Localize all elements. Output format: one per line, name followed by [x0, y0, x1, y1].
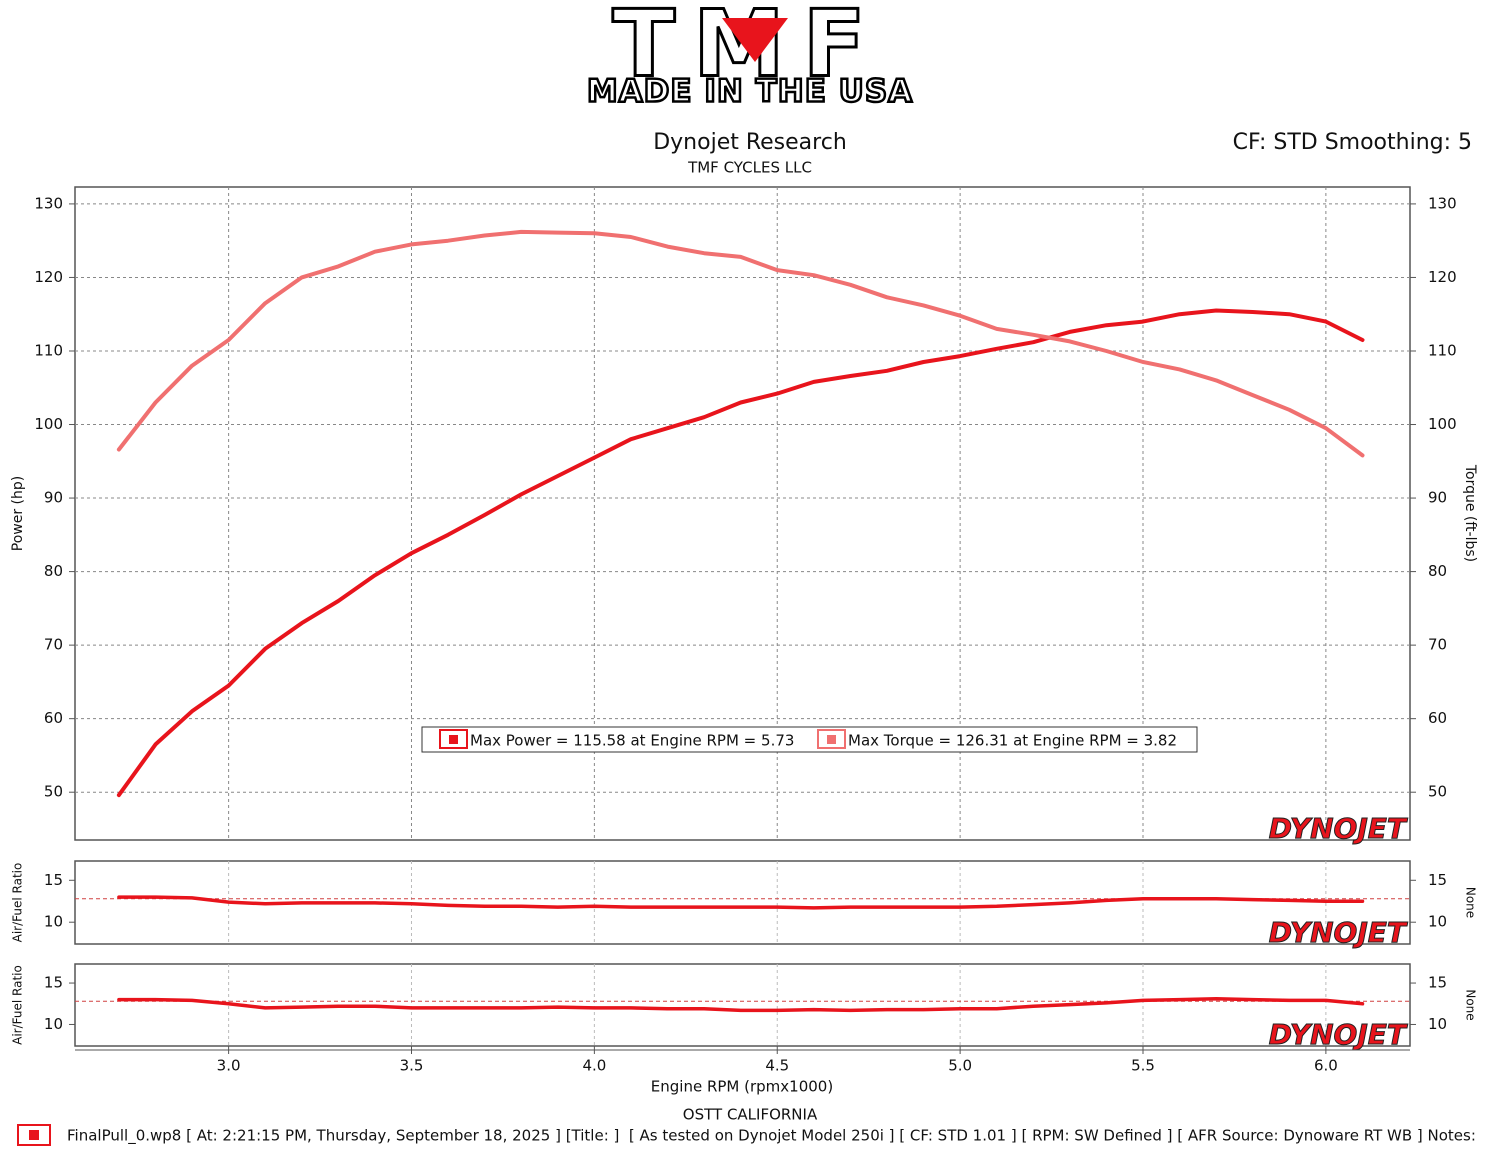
location: OSTT CALIFORNIA [683, 1106, 818, 1124]
y-tick-label: 10 [44, 913, 63, 931]
y2-axis-label: None [1464, 887, 1478, 918]
logo-triangle [722, 18, 788, 62]
y-tick-label: 15 [44, 974, 63, 992]
x-tick-label: 5.0 [948, 1057, 972, 1075]
y2-tick-label: 15 [1428, 871, 1447, 889]
x-tick-label: 6.0 [1314, 1057, 1338, 1075]
series-line [116, 229, 1365, 458]
y-axis-label: Power (hp) [10, 476, 26, 551]
x-tick-label: 4.5 [765, 1057, 789, 1075]
chart-subtitle: TMF CYCLES LLC [687, 159, 812, 177]
watermark: DYNOJET [1269, 812, 1408, 845]
watermark: DYNOJET [1269, 1018, 1408, 1051]
y-tick-label: 60 [44, 709, 63, 727]
series-line [117, 895, 1365, 910]
y-tick-label: 100 [34, 415, 63, 433]
legend-frame [421, 726, 1198, 753]
y2-tick-label: 10 [1428, 1015, 1447, 1033]
legend: Max Power = 115.58 at Engine RPM = 5.73 M… [421, 726, 1198, 753]
y-tick-label: 110 [34, 341, 63, 359]
legend-swatch-dot [449, 735, 458, 744]
y2-tick-label: 70 [1428, 636, 1447, 654]
y2-tick-label: 15 [1428, 974, 1447, 992]
series-line [116, 308, 1365, 798]
legend-label: Max Torque = 126.31 at Engine RPM = 3.82 [848, 732, 1177, 750]
x-axis-label: Engine RPM (rpmx1000) [651, 1078, 833, 1096]
x-tick-label: 4.0 [582, 1057, 606, 1075]
x-tick-label: 5.5 [1131, 1057, 1155, 1075]
logo-subtitle: MADE IN THE USA [587, 74, 913, 110]
x-tick-label: 3.0 [217, 1057, 241, 1075]
y2-axis-label: None [1464, 989, 1478, 1020]
y-tick-label: 90 [44, 489, 63, 507]
run-icon-dot [29, 1130, 39, 1140]
y2-tick-label: 110 [1428, 341, 1457, 359]
y2-tick-label: 60 [1428, 709, 1447, 727]
y-axis-label: Air/Fuel Ratio [11, 863, 25, 943]
y2-tick-label: 50 [1428, 783, 1447, 801]
y2-tick-label: 10 [1428, 913, 1447, 931]
y-tick-label: 10 [44, 1015, 63, 1033]
legend-label: Max Power = 115.58 at Engine RPM = 5.73 [470, 732, 794, 750]
run-info: FinalPull_0.wp8 [ At: 2:21:15 PM, Thursd… [67, 1127, 1476, 1146]
settings: CF: STD Smoothing: 5 [1233, 130, 1472, 155]
x-tick-label: 3.5 [400, 1057, 424, 1075]
y2-axis-label: Torque (ft-lbs) [1462, 464, 1478, 562]
chart-title: Dynojet Research [653, 130, 847, 155]
y2-tick-label: 130 [1428, 194, 1457, 212]
y-tick-label: 120 [34, 268, 63, 286]
y2-tick-label: 100 [1428, 415, 1457, 433]
legend-swatch-dot [827, 735, 836, 744]
y-tick-label: 80 [44, 562, 63, 580]
series-line [117, 997, 1365, 1013]
y2-tick-label: 80 [1428, 562, 1447, 580]
y-tick-label: 15 [44, 871, 63, 889]
y-axis-label: Air/Fuel Ratio [11, 965, 25, 1045]
plot-frame [74, 963, 1411, 1047]
y-tick-label: 70 [44, 636, 63, 654]
y-tick-label: 130 [34, 194, 63, 212]
logo-text: TMF [612, 0, 883, 97]
watermark: DYNOJET [1269, 916, 1408, 949]
y-tick-label: 50 [44, 783, 63, 801]
logo: TMF MADE IN THE USA [586, 0, 914, 111]
y2-tick-label: 90 [1428, 489, 1447, 507]
y2-tick-label: 120 [1428, 268, 1457, 286]
